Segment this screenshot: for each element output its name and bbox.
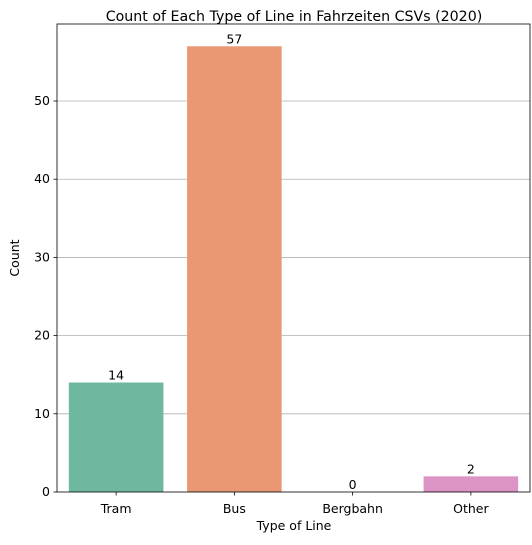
y-tick-label: 0 (42, 484, 50, 499)
y-tick-label: 30 (34, 249, 50, 264)
y-gridlines (57, 100, 530, 415)
x-axis-ticks: Tram Bus Bergbahn Other (100, 492, 489, 516)
bar-bus (187, 46, 282, 493)
x-tick-label: Other (453, 501, 489, 516)
bar-other (423, 476, 519, 492)
x-tick-label: Tram (100, 501, 132, 516)
y-tick-label: 50 (34, 93, 50, 108)
chart-title: Count of Each Type of Line in Fahrzeiten… (106, 9, 483, 25)
x-tick-label: Bus (223, 501, 246, 516)
bar-value-label: 0 (349, 477, 357, 492)
y-tick-label: 40 (34, 171, 50, 186)
bar-tram (68, 382, 164, 492)
x-tick-label: Bergbahn (322, 501, 383, 516)
y-tick-label: 20 (34, 328, 50, 343)
bar-value-label: 57 (226, 31, 242, 46)
bars (68, 46, 519, 493)
y-tick-label: 10 (34, 406, 50, 421)
bar-value-label: 2 (467, 461, 475, 476)
bar-value-labels: 14 57 0 2 (108, 31, 475, 492)
y-axis-label: Count (7, 239, 22, 276)
y-axis-ticks: 0 10 20 30 40 50 (34, 93, 57, 499)
x-axis-label: Type of Line (256, 518, 332, 533)
plot-frame (56, 23, 531, 493)
bar-value-label: 14 (108, 368, 124, 383)
